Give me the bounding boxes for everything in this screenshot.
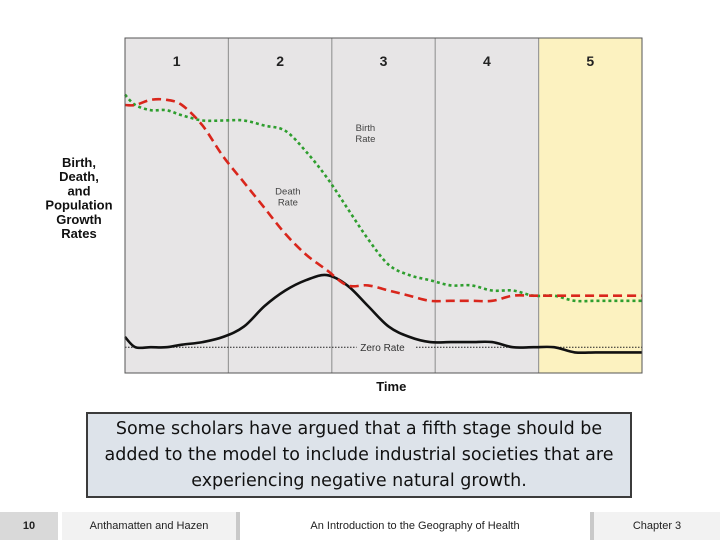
footer-chapter: Chapter 3	[592, 512, 720, 540]
series-line-death-rate	[124, 97, 642, 303]
stage-label-3: 3	[380, 53, 388, 69]
series-line-population-growth	[124, 273, 642, 355]
zero-rate-label: Zero Rate	[360, 343, 405, 354]
slide-footer: 10 Anthamatten and Hazen An Introduction…	[0, 512, 720, 540]
stage-label-1: 1	[173, 53, 181, 69]
callout-box: Some scholars have argued that a fifth s…	[86, 412, 632, 498]
series-label-birth-rate: Birth Rate	[355, 123, 375, 145]
stage-band-1	[125, 38, 229, 373]
y-axis-label: Birth, Death, and Population Growth Rates	[45, 155, 112, 241]
page-number: 10	[0, 512, 62, 540]
stage-label-5: 5	[586, 53, 594, 69]
callout-text: Some scholars have argued that a fifth s…	[104, 419, 614, 491]
stage-band-2	[228, 38, 332, 373]
stage-label-4: 4	[483, 53, 491, 69]
zero-label-background	[356, 341, 415, 354]
plot-frame	[124, 37, 643, 374]
demographic-transition-chart: 1 2 3 4 5 Zero Rate Death Rate Birth Rate Birth…	[45, 37, 643, 394]
stage-label-2: 2	[276, 53, 284, 69]
x-axis-label: Time	[376, 379, 406, 394]
stage-band-4	[435, 38, 539, 373]
footer-book-title: An Introduction to the Geography of Heal…	[238, 512, 592, 540]
series-label-death-rate: Death Rate	[275, 186, 300, 208]
stage-band-3	[331, 38, 436, 373]
stage-band-5	[538, 38, 642, 373]
footer-authors: Anthamatten and Hazen	[62, 512, 238, 540]
